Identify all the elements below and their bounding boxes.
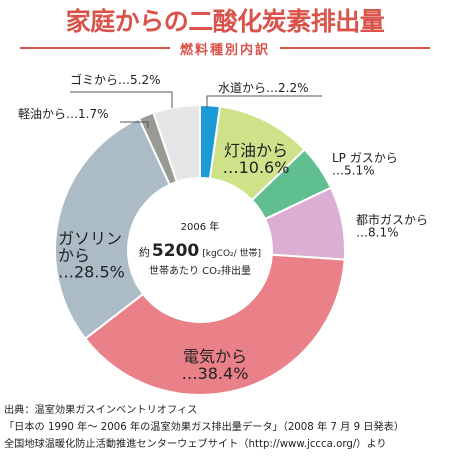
slice-7 [152,103,201,184]
slice-label-1: 灯油から…10.6% [223,141,290,177]
source-line-2: 「日本の 1990 年～ 2006 年の温室効果ガス排出量データ」（2008 年… [4,422,405,433]
source-line-3: 全国地球温暖化防止活動推進センターウェブサイト（http://www.jccca… [4,439,387,450]
source-line-1: 出典：温室効果ガスインベントリオフィス [4,405,198,416]
slice-label-7: ゴミから…5.2% [70,72,161,87]
source-note: 出典：温室効果ガスインベントリオフィス 「日本の 1990 年～ 2006 年の… [4,402,448,453]
slice-5 [54,117,172,341]
slice-label-2: LP ガスから…5.1% [332,151,398,178]
slices-group [54,103,346,396]
chart-subtitle: 燃料種別内訳 [180,42,271,58]
slice-label-0: 水道から…2.2% [218,81,309,95]
slice-label-5: ガソリンから…28.5% [58,229,125,282]
leader-line-7 [70,91,173,108]
subtitle-rule-right [280,47,431,49]
labels-group: 水道から…2.2% 灯油から…10.6% LP ガスから…5.1% 都市ガスから…8.… [18,72,428,383]
center-group: 2006 年約 5200 [kgCO₂/ 世帯] 世帯あたり CO₂排出量 [139,220,261,277]
subtitle-rule-left [20,47,170,49]
center-total: 約 5200 [kgCO₂/ 世帯] [139,241,261,261]
leader-line-0 [206,95,322,108]
chart-title: 家庭からの二酸化炭素排出量 [65,7,385,36]
center-year: 2006 年 [181,220,220,233]
slice-label-3: 都市ガスから…8.1% [356,212,428,240]
subtitle-row: 燃料種別内訳 [20,38,431,58]
donut-chart: 水道から…2.2% 灯油から…10.6% LP ガスから…5.1% 都市ガスから…8.… [18,72,428,396]
slice-label-4: 電気から…38.4% [182,347,249,383]
slice-4 [83,253,346,396]
leader-line-6 [120,121,149,128]
slice-label-6: 軽油から…1.7% [18,107,109,121]
center-caption: 世帯あたり CO₂排出量 [149,264,251,277]
